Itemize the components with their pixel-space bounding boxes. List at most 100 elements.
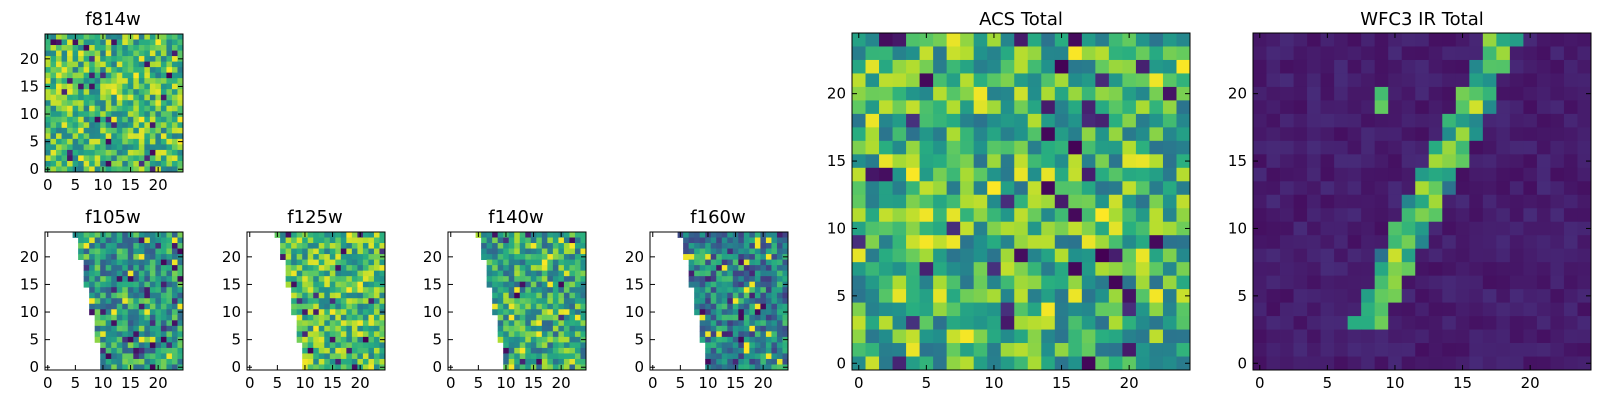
heatmap-cell: [879, 100, 893, 115]
heatmap-cell: [1293, 235, 1308, 250]
heatmap-cell: [1536, 329, 1551, 344]
heatmap-cell: [892, 167, 907, 182]
heatmap-cell: [171, 292, 178, 299]
heatmap-cell: [373, 270, 380, 277]
heatmap-cell: [313, 265, 320, 272]
tick-label: 0: [29, 160, 39, 178]
heatmap-cell: [710, 248, 717, 255]
heatmap-cell: [78, 243, 85, 249]
heatmap-cell: [127, 309, 134, 316]
heatmap-cell: [933, 302, 948, 317]
heatmap-cell: [1041, 154, 1056, 169]
heatmap-cell: [144, 116, 151, 123]
heatmap-cell: [1027, 343, 1042, 357]
heatmap-cell: [1523, 302, 1538, 317]
heatmap-cell: [1482, 194, 1497, 209]
heatmap-cell: [1388, 208, 1403, 223]
heatmap-cell: [94, 78, 101, 85]
heatmap-cell: [865, 194, 880, 209]
heatmap-cell: [100, 61, 107, 68]
heatmap-cell: [160, 298, 167, 305]
heatmap-cell: [503, 309, 510, 316]
heatmap-cell: [1307, 46, 1321, 61]
heatmap-cell: [879, 181, 893, 196]
heatmap-cell: [351, 320, 358, 327]
heatmap-cell: [1266, 275, 1281, 290]
heatmap-cell: [536, 347, 543, 354]
heatmap-cell: [1041, 248, 1056, 263]
heatmap-cell: [765, 287, 772, 294]
heatmap-cell: [67, 83, 73, 90]
heatmap-cell: [116, 72, 123, 79]
heatmap-cell: [1054, 167, 1069, 182]
heatmap-cell: [865, 127, 880, 142]
heatmap-cell: [1415, 46, 1430, 61]
heatmap-cell: [547, 270, 554, 277]
heatmap-cell: [133, 155, 140, 162]
heatmap-cell: [1496, 73, 1511, 88]
heatmap-cell: [357, 292, 364, 299]
heatmap-cell: [89, 259, 96, 266]
tick-label: 20: [222, 248, 241, 266]
tick-label: 0: [648, 374, 658, 392]
heatmap-cell: [160, 254, 167, 260]
heatmap-cell: [89, 94, 96, 101]
heatmap-cell: [1293, 154, 1308, 169]
heatmap-cell: [335, 281, 342, 288]
heatmap-cell: [1442, 113, 1457, 128]
heatmap-cell: [1108, 221, 1123, 236]
heatmap-cell: [1401, 46, 1416, 61]
heatmap-cell: [558, 336, 565, 343]
heatmap-cell: [340, 248, 347, 255]
heatmap-cell: [688, 248, 695, 255]
heatmap-cell: [1014, 316, 1029, 330]
heatmap-cell: [699, 320, 706, 327]
heatmap-cell: [72, 100, 79, 107]
heatmap-cell: [1334, 329, 1349, 344]
heatmap-cell: [61, 100, 68, 107]
heatmap-cell: [1428, 221, 1443, 236]
heatmap-cell: [1108, 127, 1123, 142]
heatmap-cell: [552, 237, 559, 244]
heatmap-cell: [1122, 262, 1137, 277]
heatmap-cell: [329, 325, 336, 332]
heatmap-cell: [879, 221, 893, 236]
heatmap-cell: [50, 122, 57, 129]
heatmap-cell: [1428, 248, 1443, 263]
heatmap-cell: [1482, 356, 1497, 371]
heatmap-cell: [122, 281, 129, 288]
heatmap-cell: [771, 265, 778, 272]
heatmap-cell: [127, 83, 134, 90]
heatmap-cell: [749, 325, 756, 332]
heatmap-cell: [291, 248, 298, 255]
heatmap-cell: [569, 270, 576, 277]
heatmap-cell: [177, 89, 184, 96]
heatmap-cell: [144, 144, 151, 151]
heatmap-cell: [1122, 73, 1137, 88]
heatmap-cell: [1509, 248, 1524, 263]
heatmap-cell: [138, 100, 145, 107]
heatmap-cell: [879, 262, 893, 277]
heatmap-cell: [133, 56, 140, 62]
heatmap-cell: [177, 94, 184, 101]
heatmap-cell: [749, 364, 756, 371]
heatmap-cell: [296, 276, 303, 283]
heatmap-cell: [514, 342, 521, 349]
heatmap-cell: [340, 270, 347, 277]
heatmap-cell: [1374, 248, 1389, 263]
heatmap-cell: [569, 303, 576, 310]
heatmap-cell: [865, 356, 880, 371]
heatmap-cell: [171, 160, 178, 167]
heatmap-cell: [987, 154, 1002, 169]
heatmap-cell: [149, 133, 156, 140]
heatmap-cell: [1135, 262, 1150, 277]
tick-label: 10: [295, 374, 314, 392]
heatmap-cell: [1401, 302, 1416, 317]
heatmap-cell: [732, 320, 739, 327]
heatmap-cell: [1000, 208, 1015, 223]
heatmap-cell: [1455, 262, 1470, 277]
heatmap-cell: [1108, 194, 1123, 209]
heatmap-cell: [530, 336, 537, 343]
heatmap-cell: [688, 243, 695, 249]
heatmap-cell: [1496, 343, 1511, 357]
